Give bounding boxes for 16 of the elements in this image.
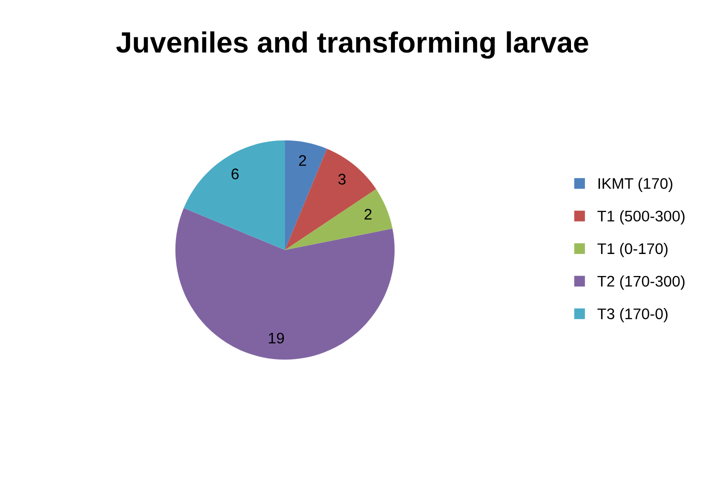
data-label: 3 <box>338 174 346 185</box>
pie-slice <box>175 208 395 360</box>
pie-slice <box>285 189 392 250</box>
pie-slice <box>285 148 376 250</box>
data-label: 2 <box>299 155 306 166</box>
pie-slice <box>184 140 285 250</box>
legend-label: T3 (170-0) <box>597 308 668 322</box>
legend-label: T2 (170-300) <box>597 275 685 290</box>
data-label: 19 <box>268 332 284 344</box>
legend-label: IKMT (170) <box>598 178 672 192</box>
chart-title: Juveniles and transforming larvae <box>116 31 588 59</box>
legend-label: T1 (500-300) <box>597 210 685 225</box>
pie-slice <box>285 140 327 250</box>
legend-label: T1 (0-170) <box>597 242 668 258</box>
data-label: 6 <box>232 168 239 180</box>
data-label: 2 <box>364 208 372 220</box>
